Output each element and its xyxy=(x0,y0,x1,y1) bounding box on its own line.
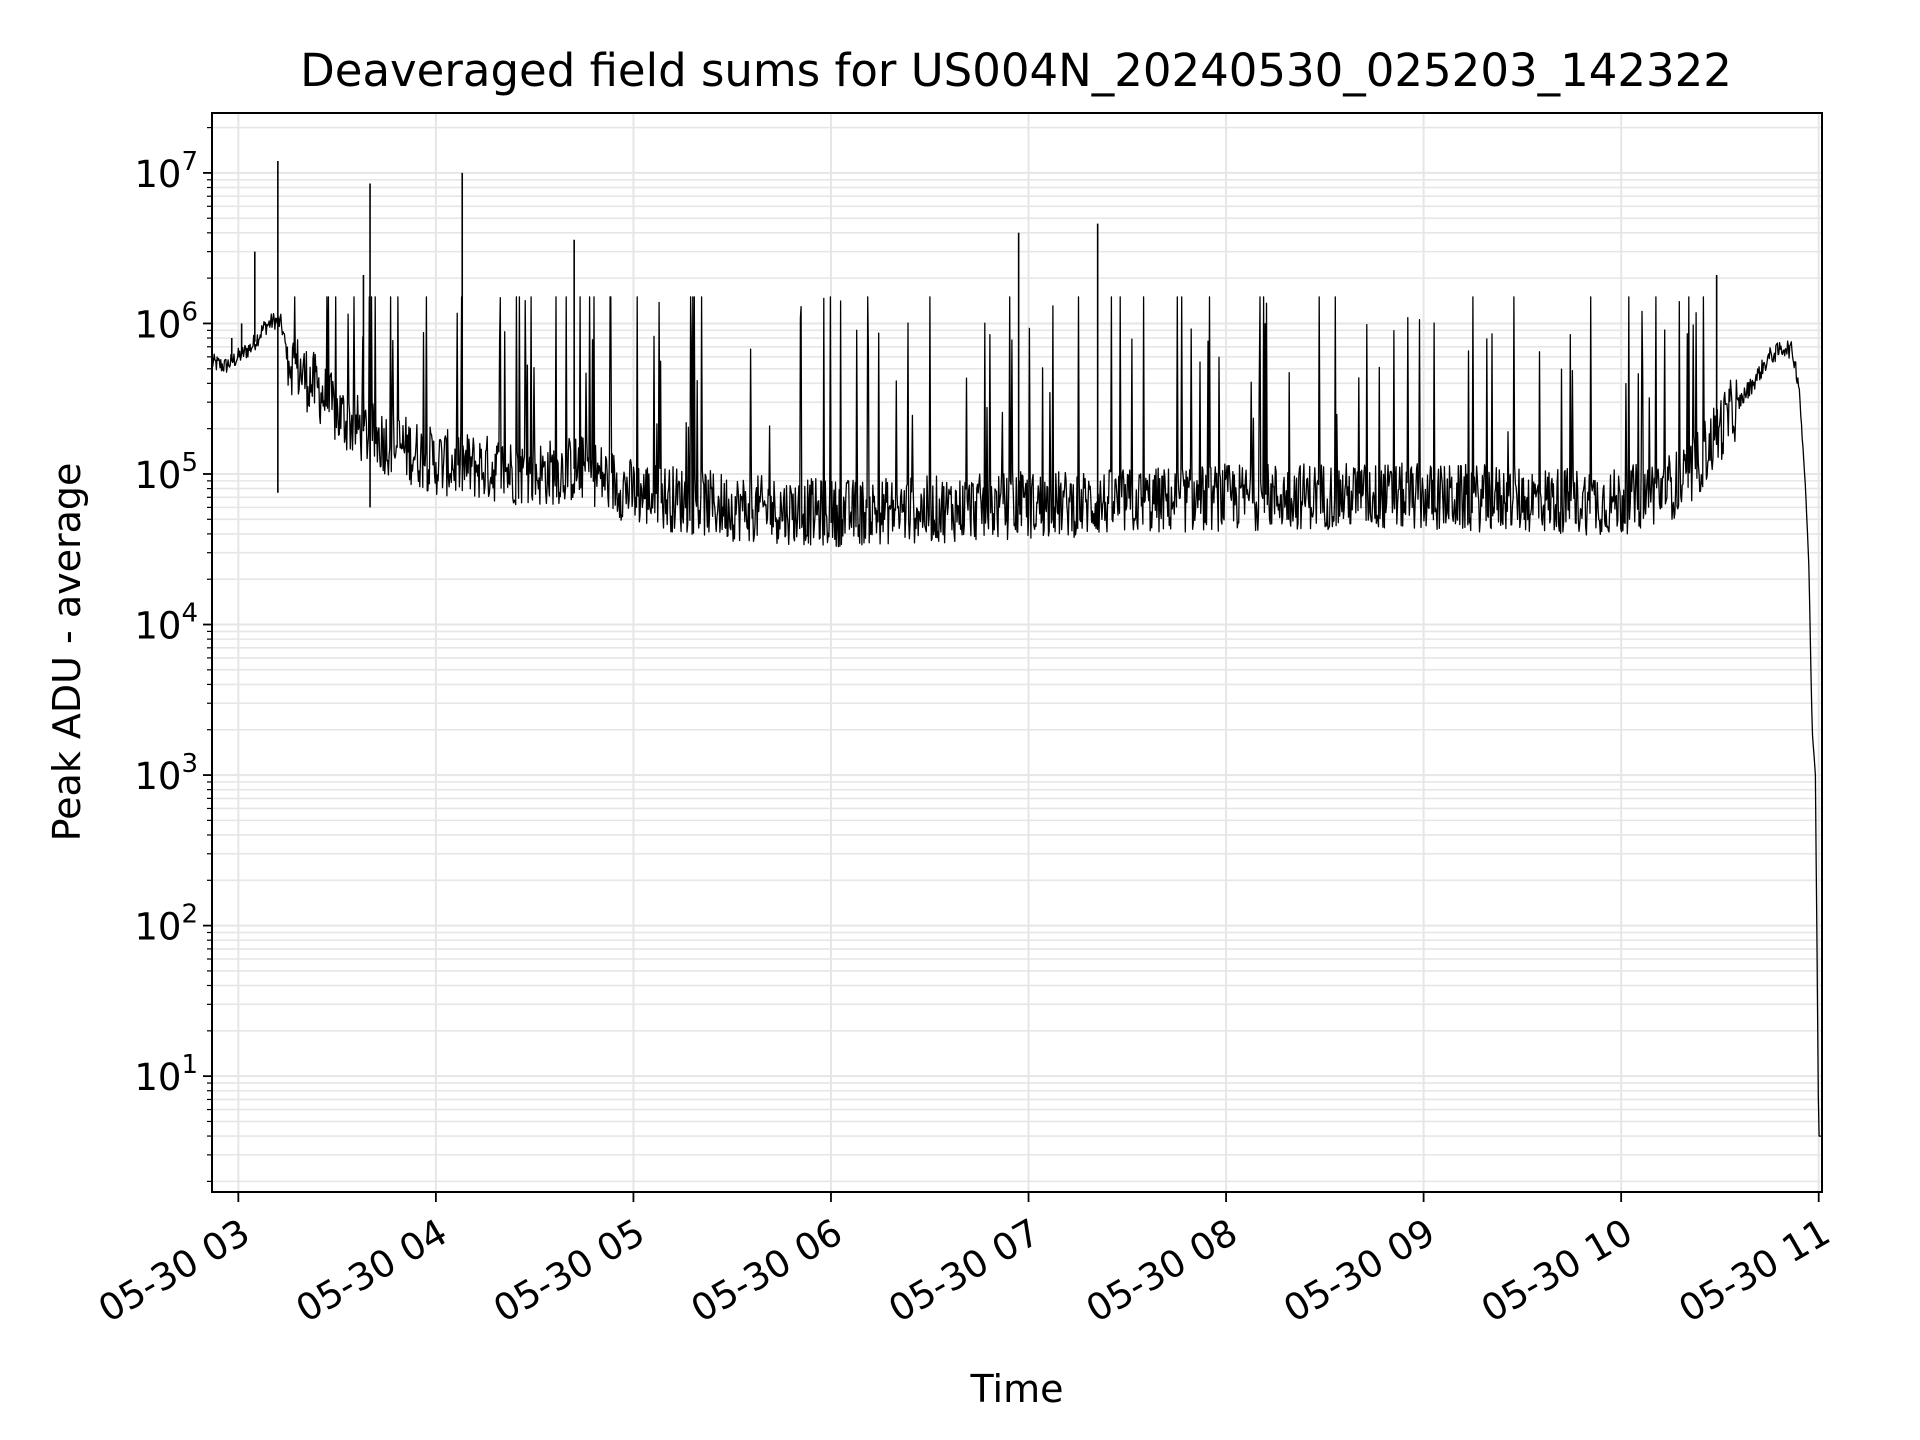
grid-layer xyxy=(212,113,1822,1192)
y-tick-label: 103 xyxy=(134,749,198,798)
plot-area xyxy=(212,160,1822,1137)
y-tick-label: 107 xyxy=(134,147,198,196)
y-tick-label: 102 xyxy=(134,900,198,949)
series-line xyxy=(212,296,1822,1137)
axes-frame xyxy=(211,112,1823,1193)
y-tick-label: 104 xyxy=(134,599,198,648)
x-axis-label: Time xyxy=(970,1367,1064,1411)
y-tick-label: 105 xyxy=(134,448,198,497)
chart-title: Deaveraged field sums for US004N_2024053… xyxy=(300,44,1732,97)
y-tick-label: 106 xyxy=(134,297,198,346)
y-axis-label: Peak ADU - average xyxy=(45,463,89,842)
y-tick-label: 101 xyxy=(134,1050,198,1099)
